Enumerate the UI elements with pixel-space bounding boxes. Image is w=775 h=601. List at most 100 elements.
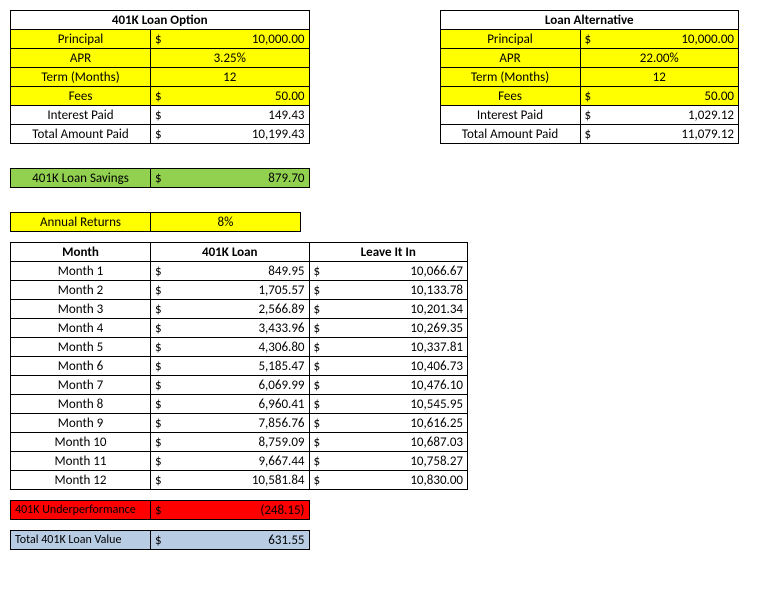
loan401k-label-5: Total Amount Paid bbox=[11, 125, 151, 144]
month-label-1: Month 2 bbox=[11, 281, 151, 300]
loan401k-val-4: 149.43 bbox=[173, 106, 309, 125]
month-label-3: Month 4 bbox=[11, 319, 151, 338]
month-sym-b-7: $ bbox=[309, 395, 332, 414]
loanalt-sym-5: $ bbox=[580, 125, 603, 144]
month-sym-b-8: $ bbox=[309, 414, 332, 433]
hdr-leave-it-in: Leave It In bbox=[309, 243, 468, 262]
month-label-9: Month 10 bbox=[11, 433, 151, 452]
row-underperformance: 401K Underperformance $ (248.15) bbox=[10, 500, 310, 520]
loanalt-val-0: 10,000.00 bbox=[603, 30, 739, 49]
month-sym-a-7: $ bbox=[151, 395, 174, 414]
month-sym-b-4: $ bbox=[309, 338, 332, 357]
loan401k-sym-5: $ bbox=[151, 125, 174, 144]
month-sym-a-4: $ bbox=[151, 338, 174, 357]
month-val-a-5: 5,185.47 bbox=[173, 357, 309, 376]
title-401k-loan: 401K Loan Option bbox=[11, 11, 310, 30]
label-total-value: Total 401K Loan Value bbox=[11, 531, 151, 550]
month-sym-b-1: $ bbox=[309, 281, 332, 300]
month-val-b-1: 10,133.78 bbox=[332, 281, 468, 300]
month-sym-a-6: $ bbox=[151, 376, 174, 395]
month-sym-a-5: $ bbox=[151, 357, 174, 376]
loan401k-sym-0: $ bbox=[151, 30, 174, 49]
month-val-a-7: 6,960.41 bbox=[173, 395, 309, 414]
month-val-a-9: 8,759.09 bbox=[173, 433, 309, 452]
val-total-value: 631.55 bbox=[173, 531, 309, 550]
val-underperformance: (248.15) bbox=[173, 501, 309, 520]
month-val-b-8: 10,616.25 bbox=[332, 414, 468, 433]
loanalt-val-3: 50.00 bbox=[603, 87, 739, 106]
month-val-a-11: 10,581.84 bbox=[173, 471, 309, 490]
month-sym-b-5: $ bbox=[309, 357, 332, 376]
sym-underperformance: $ bbox=[151, 501, 174, 520]
loanalt-val-5: 11,079.12 bbox=[603, 125, 739, 144]
month-val-a-8: 7,856.76 bbox=[173, 414, 309, 433]
month-label-7: Month 8 bbox=[11, 395, 151, 414]
month-sym-b-9: $ bbox=[309, 433, 332, 452]
table-monthly: Month 401K Loan Leave It In Month 1$849.… bbox=[10, 242, 468, 490]
sym-401k-savings: $ bbox=[151, 169, 174, 188]
month-label-2: Month 3 bbox=[11, 300, 151, 319]
loan401k-val-3: 50.00 bbox=[173, 87, 309, 106]
month-sym-a-1: $ bbox=[151, 281, 174, 300]
month-label-5: Month 6 bbox=[11, 357, 151, 376]
month-val-b-11: 10,830.00 bbox=[332, 471, 468, 490]
loan401k-label-4: Interest Paid bbox=[11, 106, 151, 125]
loanalt-val-4: 1,029.12 bbox=[603, 106, 739, 125]
month-sym-a-9: $ bbox=[151, 433, 174, 452]
month-val-a-6: 6,069.99 bbox=[173, 376, 309, 395]
loan401k-label-0: Principal bbox=[11, 30, 151, 49]
label-underperformance: 401K Underperformance bbox=[11, 501, 151, 520]
title-loan-alternative: Loan Alternative bbox=[440, 11, 739, 30]
month-val-b-5: 10,406.73 bbox=[332, 357, 468, 376]
month-val-b-3: 10,269.35 bbox=[332, 319, 468, 338]
month-val-b-6: 10,476.10 bbox=[332, 376, 468, 395]
month-val-a-1: 1,705.57 bbox=[173, 281, 309, 300]
month-val-b-0: 10,066.67 bbox=[332, 262, 468, 281]
month-val-b-7: 10,545.95 bbox=[332, 395, 468, 414]
hdr-month: Month bbox=[11, 243, 151, 262]
month-val-b-4: 10,337.81 bbox=[332, 338, 468, 357]
hdr-401k-loan: 401K Loan bbox=[151, 243, 310, 262]
month-val-b-10: 10,758.27 bbox=[332, 452, 468, 471]
loan401k-label-1: APR bbox=[11, 49, 151, 68]
month-label-6: Month 7 bbox=[11, 376, 151, 395]
label-annual-returns: Annual Returns bbox=[11, 213, 151, 232]
month-sym-b-10: $ bbox=[309, 452, 332, 471]
month-sym-a-8: $ bbox=[151, 414, 174, 433]
sym-total-value: $ bbox=[151, 531, 174, 550]
loanalt-label-1: APR bbox=[440, 49, 580, 68]
month-sym-a-0: $ bbox=[151, 262, 174, 281]
month-label-11: Month 12 bbox=[11, 471, 151, 490]
month-sym-b-2: $ bbox=[309, 300, 332, 319]
loanalt-label-5: Total Amount Paid bbox=[440, 125, 580, 144]
loanalt-sym-3: $ bbox=[580, 87, 603, 106]
month-sym-a-2: $ bbox=[151, 300, 174, 319]
month-val-a-2: 2,566.89 bbox=[173, 300, 309, 319]
month-val-b-2: 10,201.34 bbox=[332, 300, 468, 319]
loanalt-val-1: 22.00% bbox=[580, 49, 739, 68]
month-sym-b-11: $ bbox=[309, 471, 332, 490]
month-val-b-9: 10,687.03 bbox=[332, 433, 468, 452]
month-sym-b-6: $ bbox=[309, 376, 332, 395]
loan401k-val-2: 12 bbox=[151, 68, 310, 87]
val-401k-savings: 879.70 bbox=[173, 169, 309, 188]
month-label-4: Month 5 bbox=[11, 338, 151, 357]
month-label-8: Month 9 bbox=[11, 414, 151, 433]
loan401k-label-3: Fees bbox=[11, 87, 151, 106]
loanalt-label-3: Fees bbox=[440, 87, 580, 106]
month-label-0: Month 1 bbox=[11, 262, 151, 281]
month-val-a-0: 849.95 bbox=[173, 262, 309, 281]
row-401k-savings: 401K Loan Savings $ 879.70 bbox=[10, 168, 310, 188]
loan401k-sym-4: $ bbox=[151, 106, 174, 125]
month-sym-a-11: $ bbox=[151, 471, 174, 490]
loan401k-val-5: 10,199.43 bbox=[173, 125, 309, 144]
month-val-a-4: 4,306.80 bbox=[173, 338, 309, 357]
loan401k-sym-3: $ bbox=[151, 87, 174, 106]
label-401k-savings: 401K Loan Savings bbox=[11, 169, 151, 188]
month-sym-b-3: $ bbox=[309, 319, 332, 338]
table-401k-loan: 401K Loan Option Principal$10,000.00APR3… bbox=[10, 10, 310, 144]
table-loan-alternative: Loan Alternative Principal$10,000.00APR2… bbox=[440, 10, 740, 144]
loanalt-label-4: Interest Paid bbox=[440, 106, 580, 125]
month-label-10: Month 11 bbox=[11, 452, 151, 471]
loanalt-label-2: Term (Months) bbox=[440, 68, 580, 87]
